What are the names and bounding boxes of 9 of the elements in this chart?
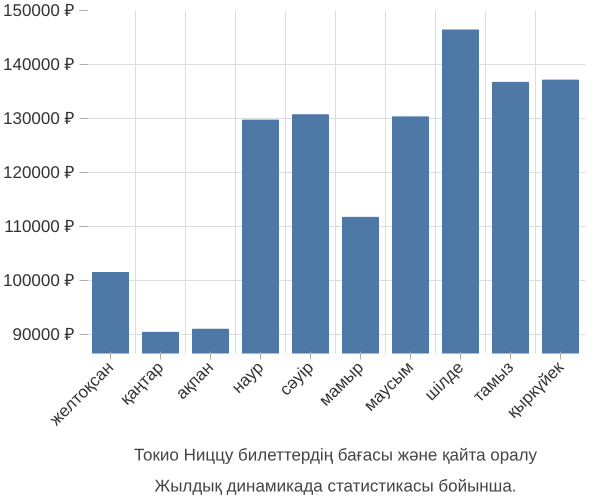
y-tick-label: 100000 ₽ [3, 271, 74, 290]
y-tick-label: 120000 ₽ [3, 163, 74, 182]
y-tick-label: 90000 ₽ [12, 325, 75, 344]
y-tick-label: 140000 ₽ [3, 55, 74, 74]
text: Жылдық динамикада статистикасы бойынша. [154, 476, 516, 496]
text: Токио Ниццу билеттердің бағасы және қайта оралу [134, 446, 538, 464]
y-tick-label: 130000 ₽ [3, 109, 74, 128]
y-tick-label: 110000 ₽ [4, 217, 75, 236]
y-tick-label: 150000 ₽ [3, 1, 74, 20]
